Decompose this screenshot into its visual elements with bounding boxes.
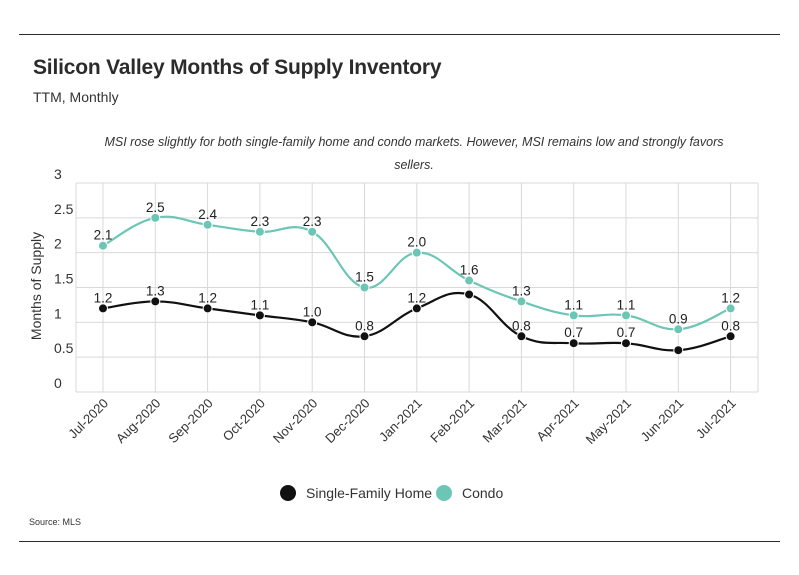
data-point	[516, 296, 527, 307]
data-point	[307, 317, 318, 328]
legend-label: Condo	[462, 485, 503, 501]
data-point	[359, 282, 370, 293]
data-point	[254, 226, 265, 237]
x-tick-label: Aug-2020	[113, 396, 163, 446]
data-label: 1.1	[564, 297, 583, 312]
x-tick-label: Jan-2021	[376, 396, 425, 445]
data-point	[411, 303, 422, 314]
data-point	[202, 303, 213, 314]
y-tick-label: 3	[54, 166, 62, 182]
data-label: 0.9	[669, 311, 688, 326]
data-point	[516, 331, 527, 342]
data-point	[202, 219, 213, 230]
y-tick-label: 2.5	[54, 201, 74, 217]
data-point	[621, 338, 631, 349]
y-tick-label: 0.5	[54, 340, 74, 356]
grid	[75, 182, 759, 393]
series-condo: 2.1 2.5 2.4 2.3 2.3 1.5 2.0 1.6 1.3 1.1 1.1 0.9 1.2	[94, 200, 740, 335]
data-point	[464, 289, 475, 300]
data-label: 2.3	[303, 214, 322, 229]
data-label: 1.3	[146, 283, 165, 298]
data-point	[254, 310, 265, 321]
data-label: 1.2	[407, 290, 426, 305]
data-label: 1.2	[198, 290, 217, 305]
x-tick-labels: Jul-2020 Aug-2020 Sep-2020 Oct-2020 Nov-2020…	[65, 396, 738, 447]
source-note: Source: MLS	[29, 517, 82, 527]
y-tick-label: 1	[54, 305, 62, 321]
data-point	[673, 345, 684, 356]
data-label: 0.8	[512, 318, 531, 333]
data-label: 1.1	[251, 297, 270, 312]
y-tick-label: 1.5	[54, 271, 74, 287]
top-rule	[19, 34, 780, 35]
y-axis-label: Months of Supply	[28, 232, 44, 340]
data-point	[568, 338, 579, 349]
data-point	[98, 240, 108, 251]
series-group: 1.2 1.3 1.2 1.1 1.00.81.20.8 0.7 0.7 0.82.12.5 2…	[94, 200, 740, 356]
y-tick-label: 0	[54, 375, 62, 391]
data-label: 1.2	[721, 290, 740, 305]
x-tick-label: Sep-2020	[165, 396, 215, 446]
x-tick-label: Jul-2021	[693, 396, 739, 442]
chart-annotation: MSI rose slightly for both single-family…	[104, 135, 724, 172]
data-point	[725, 331, 736, 342]
x-tick-label: May-2021	[583, 396, 634, 447]
legend-label: Single-Family Home	[306, 485, 432, 501]
legend-marker	[436, 485, 452, 501]
data-label: 2.3	[251, 214, 270, 229]
data-label: 0.8	[721, 318, 740, 333]
legend: Single-Family Home Condo	[280, 485, 503, 501]
data-point	[621, 310, 631, 321]
x-tick-label: Jun-2021	[637, 396, 686, 445]
x-tick-label: Oct-2020	[220, 396, 268, 444]
data-label: 2.0	[407, 235, 426, 250]
data-label: 1.3	[512, 283, 531, 298]
data-point	[725, 303, 736, 314]
chart-subtitle: TTM, Monthly	[33, 89, 119, 105]
data-label: 1.5	[355, 270, 374, 285]
data-point	[411, 247, 422, 258]
x-tick-label: Nov-2020	[270, 396, 320, 446]
x-tick-label: Jul-2020	[65, 396, 111, 442]
data-label: 1.6	[460, 263, 479, 278]
legend-item: Condo	[436, 485, 503, 501]
legend-item: Single-Family Home	[280, 485, 432, 501]
data-label: 1.2	[94, 290, 113, 305]
x-tick-label: Dec-2020	[322, 396, 372, 446]
legend-marker	[280, 485, 296, 501]
data-label: 0.8	[355, 318, 374, 333]
data-point	[359, 331, 370, 342]
data-label: 2.4	[198, 207, 217, 222]
y-tick-labels: 0 0.5 1 1.5 2 2.5 3	[54, 166, 74, 391]
chart-title: Silicon Valley Months of Supply Inventor…	[33, 56, 442, 79]
data-label: 1.0	[303, 304, 322, 319]
data-point	[568, 310, 579, 321]
data-point	[673, 324, 684, 335]
data-point	[464, 275, 475, 286]
data-label: 0.7	[617, 325, 636, 340]
bottom-rule	[19, 541, 780, 542]
x-tick-label: Feb-2021	[427, 396, 477, 446]
data-label: 0.7	[564, 325, 583, 340]
data-point	[98, 303, 108, 314]
data-label: 2.1	[94, 228, 113, 243]
series-single-family-home: 1.2 1.3 1.2 1.1 1.0 0.8 1.2 0.8 0.7 0.7 0.8	[94, 283, 740, 356]
data-point	[150, 212, 161, 223]
x-tick-label: Mar-2021	[480, 396, 530, 446]
data-label: 2.5	[146, 200, 165, 215]
data-point	[150, 296, 161, 307]
y-tick-label: 2	[54, 236, 62, 252]
data-label: 1.1	[617, 297, 636, 312]
data-point	[307, 226, 318, 237]
x-tick-label: Apr-2021	[533, 396, 581, 444]
